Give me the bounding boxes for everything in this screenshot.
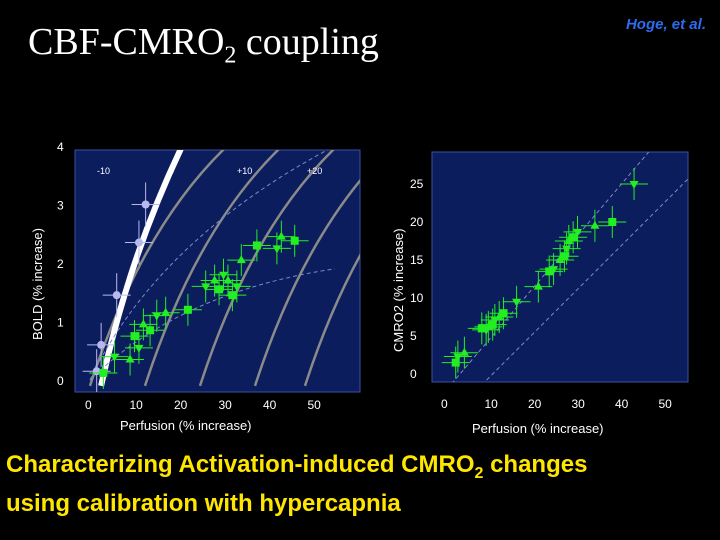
model-line-lower bbox=[483, 178, 688, 382]
data-point bbox=[272, 245, 282, 254]
data-point bbox=[215, 285, 224, 294]
data-point bbox=[488, 320, 497, 329]
data-point bbox=[555, 255, 565, 263]
left-plot-layer bbox=[82, 150, 360, 392]
x-tick-label: 20 bbox=[174, 398, 188, 412]
x-tick-label: 0 bbox=[85, 398, 92, 412]
data-point bbox=[290, 236, 299, 245]
x-tick-label: 0 bbox=[441, 397, 448, 411]
calibration-point bbox=[134, 238, 143, 247]
x-tick-label: 30 bbox=[219, 398, 233, 412]
x-tick-label: 30 bbox=[572, 397, 586, 411]
calibration-point bbox=[97, 340, 106, 349]
data-point bbox=[201, 283, 211, 292]
data-point bbox=[494, 312, 504, 320]
y-tick-label: 0 bbox=[57, 374, 64, 388]
iso-cmro2-contour bbox=[143, 150, 280, 387]
y-tick-label: 1 bbox=[57, 316, 64, 330]
data-point bbox=[99, 368, 108, 377]
slide-footer: Characterizing Activation-induced CMRO2 … bbox=[6, 451, 588, 517]
iso-label: +10 bbox=[237, 166, 252, 176]
y-tick-label: 20 bbox=[410, 215, 424, 229]
iso-label: +20 bbox=[307, 166, 322, 176]
data-point bbox=[573, 228, 582, 237]
data-point bbox=[564, 236, 574, 244]
right-plot-layer bbox=[441, 152, 688, 382]
calibration-point bbox=[112, 291, 121, 300]
iso-cmro2-contour bbox=[253, 178, 360, 387]
author-credit: Hoge, et al. bbox=[625, 16, 706, 33]
data-point bbox=[210, 275, 220, 284]
x-tick-label: 20 bbox=[528, 397, 542, 411]
data-point bbox=[219, 271, 228, 280]
data-point bbox=[223, 275, 233, 284]
data-point bbox=[109, 353, 119, 362]
data-point bbox=[228, 291, 237, 300]
data-point bbox=[236, 255, 246, 264]
x-tick-label: 50 bbox=[659, 397, 673, 411]
data-point bbox=[138, 319, 148, 328]
x-tick-label: 10 bbox=[130, 398, 144, 412]
data-point bbox=[545, 267, 554, 276]
x-axis-label: Perfusion (% increase) bbox=[120, 418, 252, 433]
data-point bbox=[533, 281, 543, 290]
data-point bbox=[130, 332, 139, 341]
y-tick-label: 5 bbox=[410, 329, 417, 343]
x-tick-label: 10 bbox=[485, 397, 499, 411]
x-tick-label: 50 bbox=[308, 398, 322, 412]
y-tick-label: 2 bbox=[57, 257, 64, 271]
data-point bbox=[183, 305, 192, 314]
data-point bbox=[477, 324, 486, 333]
iso-label: -10 bbox=[97, 166, 110, 176]
data-point bbox=[252, 241, 261, 250]
y-tick-label: 15 bbox=[410, 253, 424, 267]
slide-title: CBF-CMRO2 coupling bbox=[28, 21, 379, 69]
y-tick-label: 25 bbox=[410, 177, 424, 191]
x-axis-label: Perfusion (% increase) bbox=[472, 421, 604, 436]
x-tick-label: 40 bbox=[615, 397, 629, 411]
y-axis-label: CMRO2 (% increase) bbox=[391, 228, 406, 352]
y-tick-label: 10 bbox=[410, 291, 424, 305]
iso-cmro2-contour bbox=[88, 150, 225, 387]
y-tick-label: 0 bbox=[410, 367, 417, 381]
x-tick-label: 40 bbox=[263, 398, 277, 412]
data-point bbox=[569, 233, 578, 242]
data-point bbox=[629, 181, 639, 189]
data-point bbox=[590, 220, 600, 229]
data-point bbox=[608, 218, 617, 226]
data-point bbox=[232, 283, 242, 292]
calibration-point bbox=[141, 200, 150, 209]
iso-cmro2-contour bbox=[303, 253, 360, 387]
model-line-upper bbox=[452, 152, 650, 382]
iso-cmro2-contour bbox=[198, 150, 335, 387]
data-point bbox=[560, 252, 569, 261]
data-point bbox=[161, 307, 171, 316]
data-point bbox=[152, 312, 162, 321]
data-point bbox=[146, 326, 155, 335]
data-point bbox=[512, 298, 522, 307]
data-point bbox=[451, 358, 460, 367]
iso-label: 0 bbox=[169, 166, 174, 176]
y-tick-label: 3 bbox=[57, 199, 64, 213]
data-point bbox=[499, 309, 508, 318]
data-point bbox=[459, 347, 469, 356]
data-point bbox=[549, 266, 559, 275]
data-point bbox=[134, 344, 144, 353]
y-tick-label: 4 bbox=[57, 140, 64, 154]
data-point bbox=[276, 231, 286, 240]
calibration-band bbox=[98, 150, 184, 387]
data-point bbox=[125, 354, 135, 363]
y-axis-label: BOLD (% increase) bbox=[30, 228, 45, 340]
